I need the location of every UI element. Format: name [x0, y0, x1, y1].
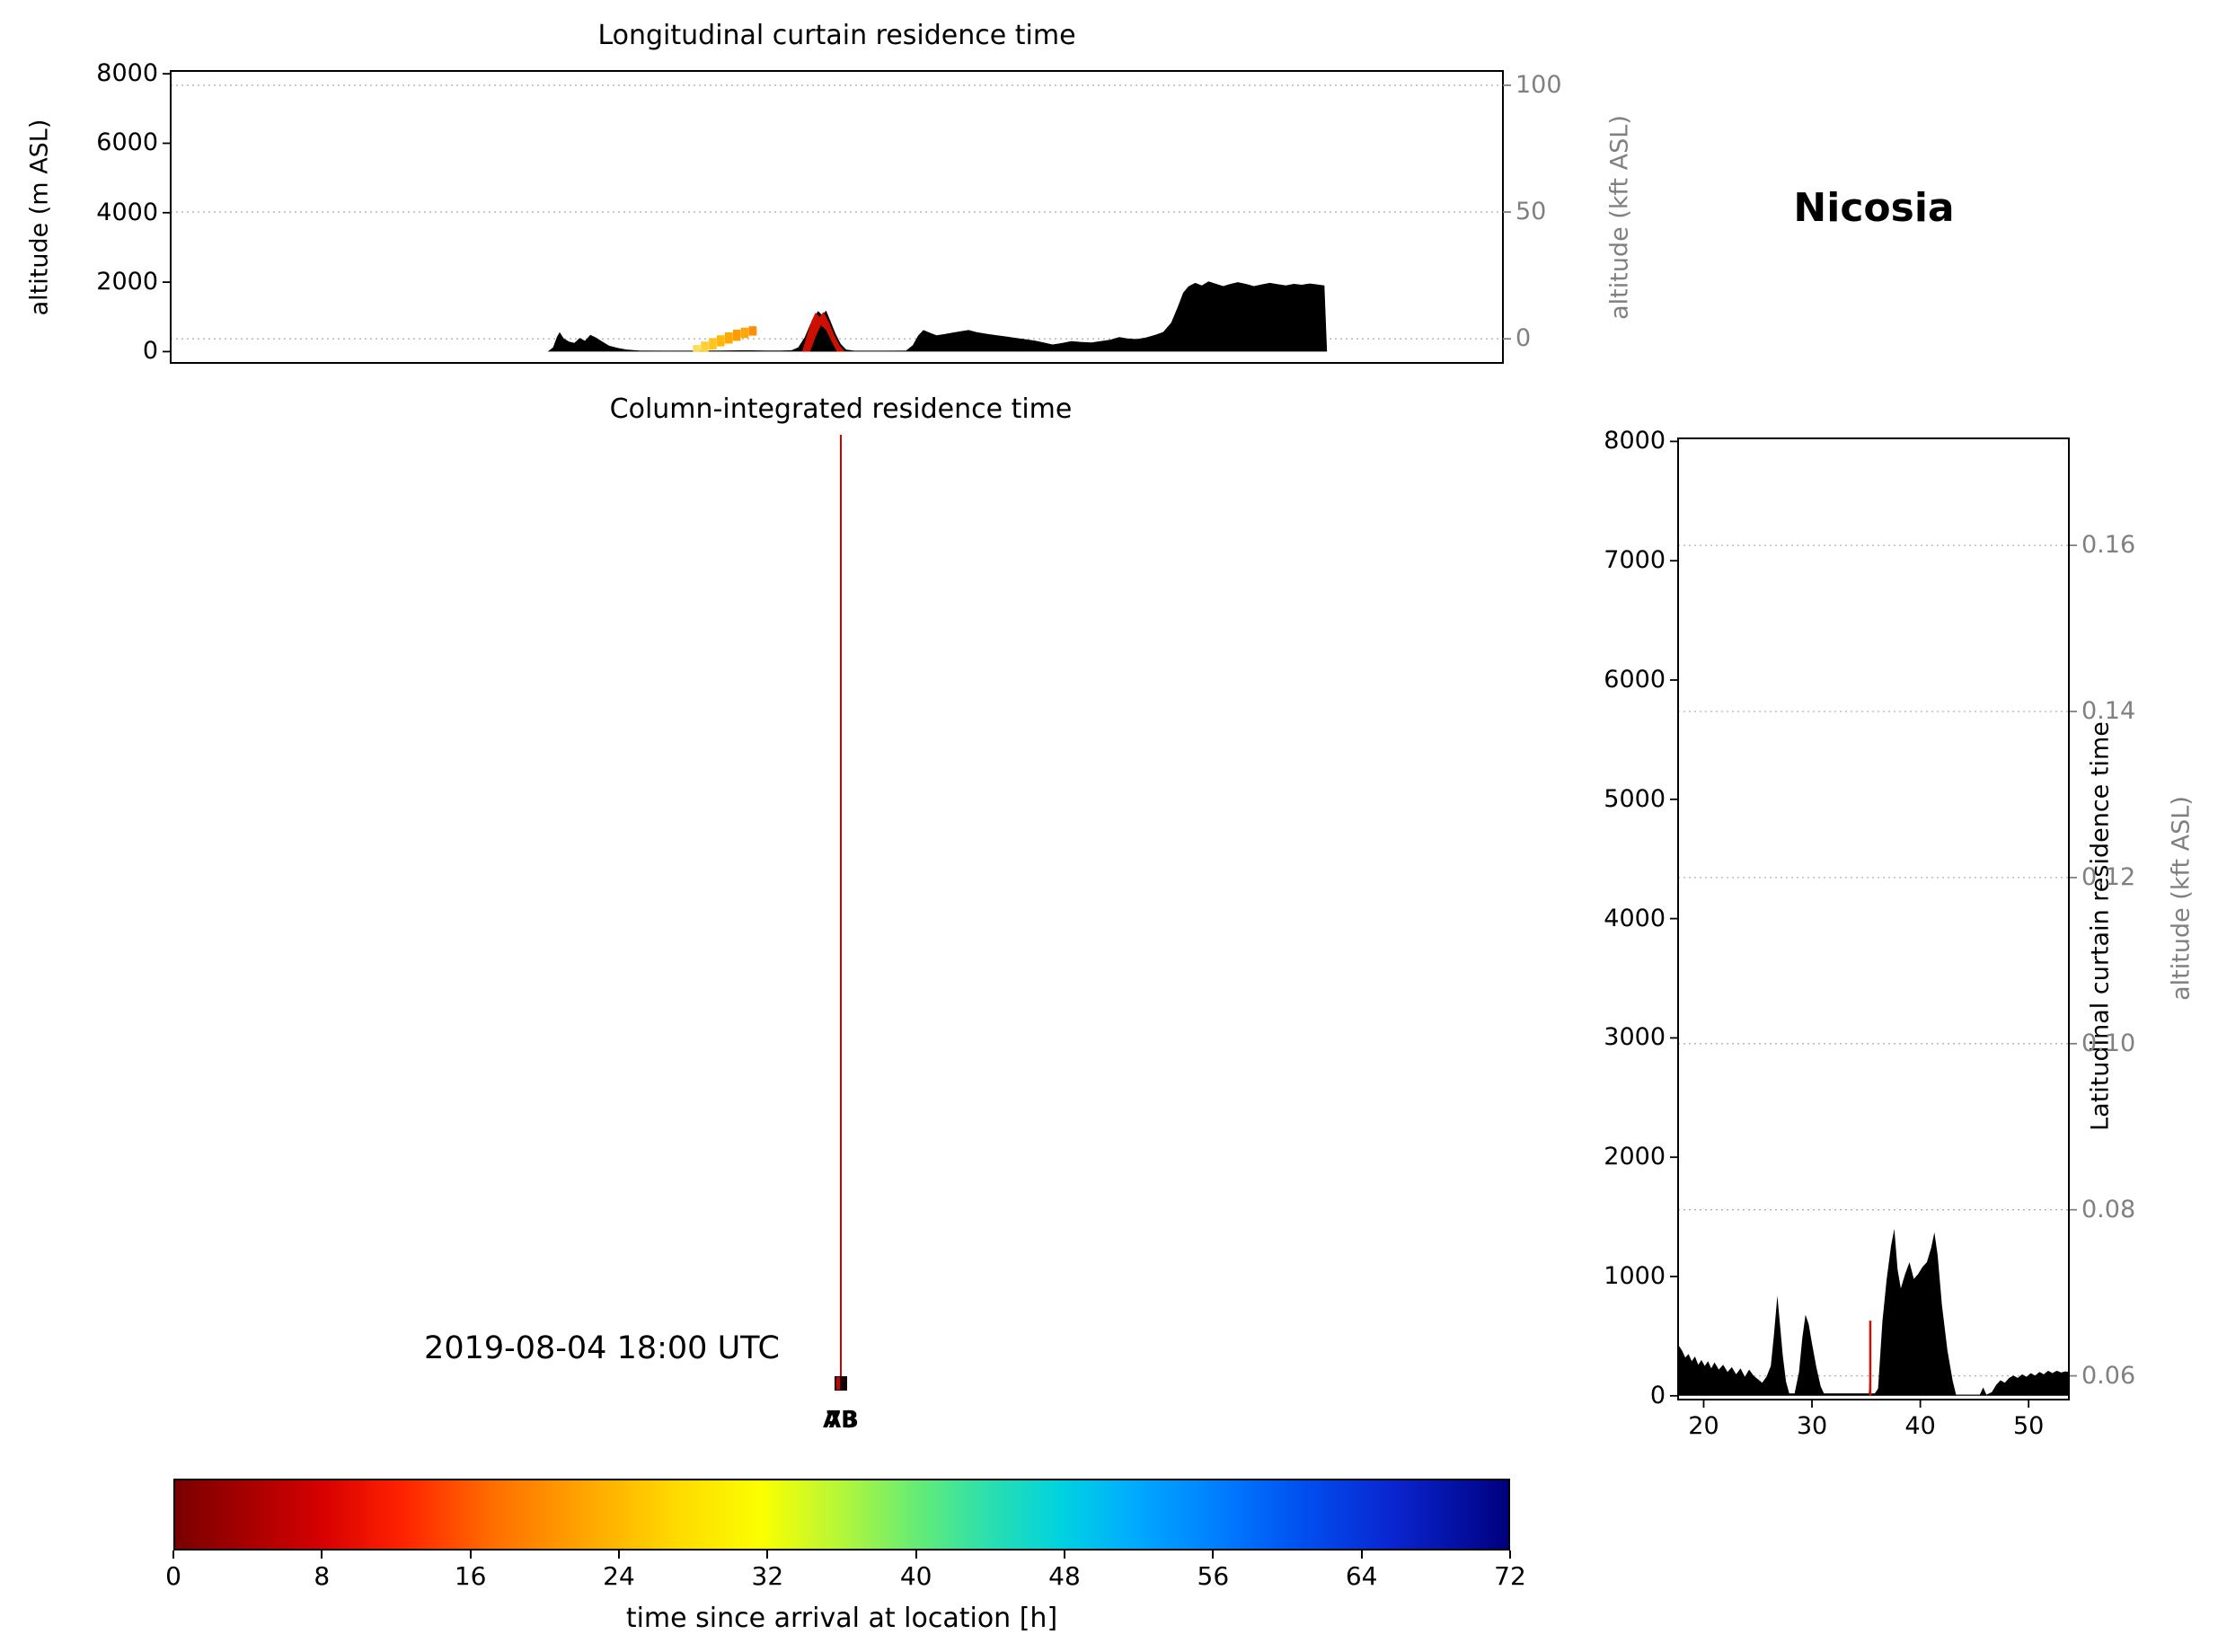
terrain-profile [1678, 1228, 2069, 1396]
longitudinal-right-axis-label: altitude (kft ASL) [1605, 115, 1634, 320]
axes-frame [1677, 437, 2070, 1400]
y-tick-label: 8000 [96, 59, 158, 88]
y-tick-label: 2000 [1604, 1143, 1666, 1171]
x-tick-label: 20 [1688, 1412, 1719, 1440]
colorbar-tick-label: 24 [603, 1561, 635, 1591]
terrain-profile [547, 281, 1328, 352]
colorbar-tick-label: 32 [751, 1561, 784, 1591]
y-tick-label: 0.14 [2081, 697, 2136, 725]
residence-cell [693, 345, 701, 352]
y-tick-label: 3000 [1604, 1023, 1666, 1052]
colorbar-tick-label: 72 [1494, 1561, 1526, 1591]
axes-frame [170, 70, 1504, 364]
colorbar-label: time since arrival at location [h] [625, 1603, 1058, 1634]
y-tick-label: 0.10 [2081, 1029, 2136, 1057]
colorbar-tick-label: 40 [899, 1561, 932, 1591]
colorbar-tick [1360, 1550, 1363, 1559]
residence-cell [709, 338, 717, 350]
colorbar-tick [321, 1550, 323, 1559]
colorbar-tick [1509, 1550, 1511, 1559]
colorbar-tick [1064, 1550, 1065, 1559]
y-tick-label: 0.12 [2081, 862, 2136, 891]
residence-cell [701, 341, 709, 352]
colorbar-tick-label: 56 [1197, 1561, 1230, 1591]
longitudinal-left-axis-label: altitude (m ASL) [25, 119, 54, 316]
residence-cell [740, 327, 749, 339]
colorbar-tick-label: 8 [314, 1561, 331, 1591]
marker-label-overlay: AB 73 [787, 1407, 895, 1439]
y-tick-label: 0 [1649, 1381, 1666, 1409]
colorbar-tick [172, 1550, 174, 1559]
x-tick-label: 50 [2013, 1412, 2045, 1440]
marker-label-primary: AB [823, 1407, 859, 1434]
y-tick-label: 8000 [1604, 427, 1666, 455]
y-tick-label: 4000 [1604, 904, 1666, 932]
y-tick-label: 0.08 [2081, 1195, 2136, 1224]
latitudinal-panel-title: Latitudinal curtain residence time [2086, 721, 2115, 1131]
y-tick-label: 0.06 [2081, 1361, 2136, 1390]
colorbar-tick-label: 64 [1345, 1561, 1378, 1591]
y-tick-label: 50 [1515, 198, 1547, 226]
y-tick-label: 4000 [96, 198, 158, 226]
y-tick-label: 1000 [1604, 1262, 1666, 1290]
colorbar-tick-label: 16 [454, 1561, 487, 1591]
colorbar-tick-label: 0 [165, 1561, 181, 1591]
terrain-peak [809, 325, 837, 352]
longitudinal-panel-title: Longitudinal curtain residence time [597, 20, 1076, 51]
arrival-marker-red-icon [836, 1377, 840, 1390]
y-tick-label: 0.16 [2081, 531, 2136, 560]
y-tick-label: 5000 [1604, 784, 1666, 813]
latitudinal-right-axis-label: altitude (kft ASL) [2167, 796, 2196, 1001]
colorbar-tick [469, 1550, 472, 1559]
arrival-marker [835, 1376, 847, 1391]
colorbar-tick-label: 48 [1048, 1561, 1081, 1591]
residence-cell [724, 331, 733, 344]
x-tick-label: 40 [1904, 1412, 1936, 1440]
colorbar-tick [915, 1550, 917, 1559]
y-tick-label: 0 [1515, 324, 1532, 353]
colorbar-tick [618, 1550, 620, 1559]
x-tick-label: 30 [1796, 1412, 1828, 1440]
colorbar-tick [1212, 1550, 1215, 1559]
colorbar-tick [766, 1550, 769, 1559]
marker-label-secondary: 73 [825, 1407, 859, 1434]
longitudinal-curtain-plot [163, 70, 1511, 364]
column-panel-title: Column-integrated residence time [609, 393, 1073, 425]
latitudinal-curtain-plot [1670, 437, 2077, 1408]
station-name: Nicosia [1793, 185, 1955, 231]
y-tick-label: 0 [142, 337, 158, 366]
y-tick-label: 100 [1515, 70, 1562, 99]
y-tick-label: 7000 [1604, 546, 1666, 575]
residence-cell [748, 326, 757, 336]
y-tick-label: 6000 [96, 128, 158, 157]
residence-cell [717, 335, 725, 347]
timestamp-label: 2019-08-04 18:00 UTC [424, 1330, 780, 1366]
residence-cell [732, 330, 741, 341]
trajectory-line [840, 435, 842, 1376]
y-tick-label: 6000 [1604, 666, 1666, 693]
colorbar [173, 1479, 1510, 1550]
y-tick-label: 2000 [96, 268, 158, 296]
